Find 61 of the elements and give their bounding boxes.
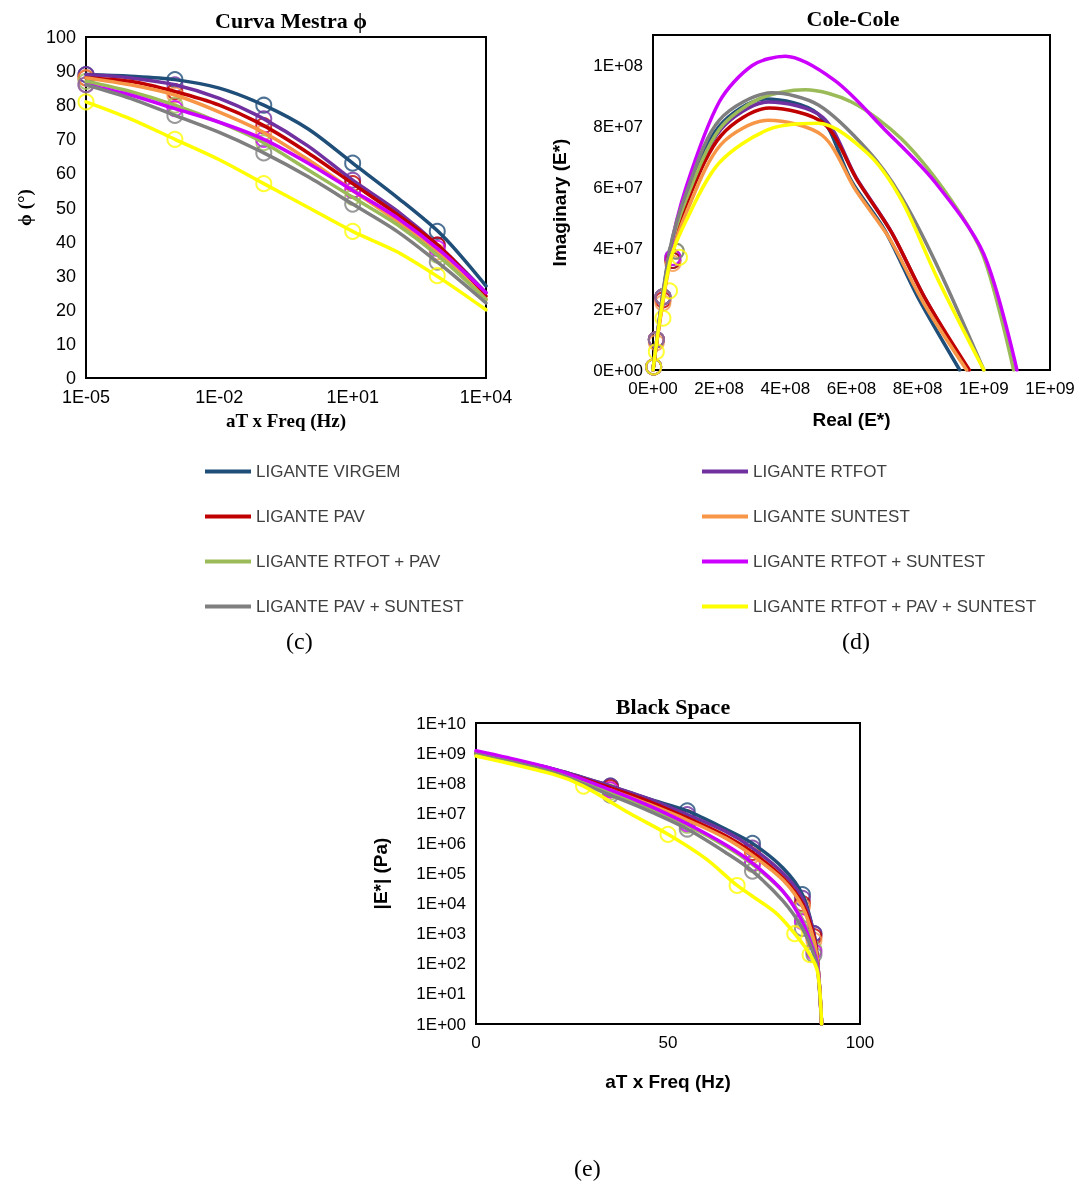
x-tick-label: 1E-05 xyxy=(61,387,111,407)
x-tick-label: 100 xyxy=(845,1033,875,1052)
y-tick-label: 40 xyxy=(55,231,76,252)
y-tick-label: 1E+01 xyxy=(416,984,466,1004)
legend-label: LIGANTE PAV xyxy=(256,507,366,526)
y-tick-label: 50 xyxy=(55,197,76,218)
text: (c) xyxy=(286,628,313,654)
y-axis-title: ϕ (°) xyxy=(14,189,36,226)
y-tick-label: 1E+05 xyxy=(416,864,466,883)
x-tick-label: 4E+08 xyxy=(760,379,811,398)
x-tick-label: 1E+09 xyxy=(1025,379,1075,398)
x-tick-label: 1E+09 xyxy=(959,379,1009,398)
y-tick-label: 6E+07 xyxy=(593,177,643,197)
x-axis-title: Real (E*) xyxy=(812,409,891,430)
text: (e) xyxy=(574,1155,601,1181)
legend-label: LIGANTE VIRGEM xyxy=(256,462,401,481)
y-tick-label: 1E+03 xyxy=(416,924,466,944)
x-axis-title: aT x Freq (Hz) xyxy=(605,1071,731,1092)
x-tick-label: 8E+08 xyxy=(892,379,943,398)
legend-label: LIGANTE SUNTEST xyxy=(753,507,910,526)
legend-label: LIGANTE RTFOT + SUNTEST xyxy=(753,552,986,571)
chart-title: Cole-Cole xyxy=(806,5,900,31)
y-tick-label: 30 xyxy=(55,265,76,286)
y-tick-label: 1E+08 xyxy=(593,55,643,75)
x-tick-label: 1E+01 xyxy=(326,387,379,407)
y-tick-label: 1E+07 xyxy=(416,803,466,823)
y-tick-label: 20 xyxy=(55,299,76,320)
legend-label: LIGANTE RTFOT + PAV xyxy=(256,552,442,571)
y-axis-title: Imaginary (E*) xyxy=(549,138,570,267)
x-tick-label: 6E+08 xyxy=(826,379,877,398)
y-tick-label: 60 xyxy=(55,163,76,184)
chart-title: Curva Mestra ϕ xyxy=(215,7,367,33)
y-tick-label: 0E+00 xyxy=(593,360,643,380)
y-tick-label: 80 xyxy=(55,95,76,116)
y-tick-label: 1E+04 xyxy=(416,894,466,914)
x-tick-label: 1E-02 xyxy=(195,387,244,407)
x-tick-label: 2E+08 xyxy=(694,379,744,398)
y-tick-label: 1E+09 xyxy=(416,743,466,763)
y-tick-label: 90 xyxy=(55,61,76,82)
y-tick-label: 100 xyxy=(45,27,76,47)
y-tick-label: 1E+10 xyxy=(416,713,466,733)
y-tick-label: 8E+07 xyxy=(593,116,643,136)
x-axis-title: aT x Freq (Hz) xyxy=(225,409,347,432)
x-tick-label: 50 xyxy=(658,1033,678,1052)
x-tick-label: 0E+00 xyxy=(628,379,678,398)
y-tick-label: 4E+07 xyxy=(593,238,643,258)
y-tick-label: 1E+00 xyxy=(416,1014,466,1034)
y-tick-label: 2E+07 xyxy=(593,299,643,319)
legend-label: LIGANTE PAV + SUNTEST xyxy=(256,597,464,616)
y-tick-label: 1E+08 xyxy=(416,773,466,793)
text: (d) xyxy=(842,628,870,654)
y-tick-label: 70 xyxy=(55,129,76,150)
legend-label: LIGANTE RTFOT xyxy=(753,462,887,481)
x-tick-label: 1E+04 xyxy=(459,387,513,407)
y-tick-label: 1E+06 xyxy=(416,833,466,853)
y-axis-title: |E*| (Pa) xyxy=(370,837,391,910)
y-tick-label: 10 xyxy=(55,333,76,354)
chart-title: Black Space xyxy=(615,693,731,719)
y-tick-label: 1E+02 xyxy=(416,954,466,974)
x-tick-label: 0 xyxy=(471,1033,481,1052)
legend-label: LIGANTE RTFOT + PAV + SUNTEST xyxy=(753,597,1037,616)
